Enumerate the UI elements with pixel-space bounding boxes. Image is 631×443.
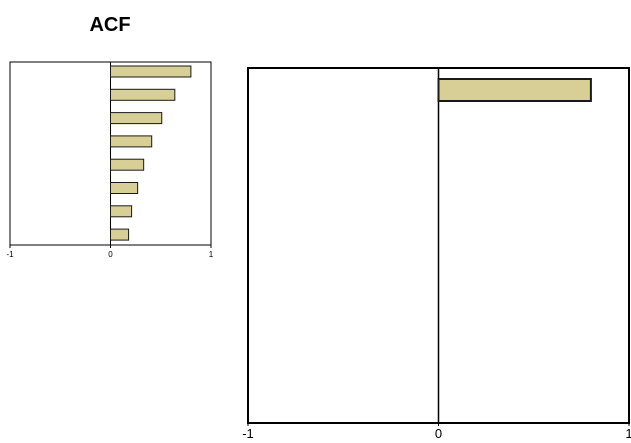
large-acf-chart: -1 0 1: [242, 67, 631, 441]
acf-bar: [110, 158, 145, 171]
x-tick-label: 1: [209, 250, 214, 259]
acf-bar: [110, 205, 133, 218]
small-acf-chart: -1 0 1: [6, 61, 214, 259]
x-tick-label: -1: [6, 250, 14, 259]
acf-bar: [437, 78, 592, 102]
acf-bar: [110, 135, 153, 148]
acf-bar: [110, 182, 139, 194]
x-tick-label: 0: [108, 250, 113, 259]
acf-bar: [110, 88, 176, 101]
x-tick-label: -1: [242, 426, 254, 441]
acf-bar: [110, 112, 163, 125]
x-tick-label: 0: [435, 426, 442, 441]
x-tick-label: 1: [625, 426, 631, 441]
chart-title: ACF: [89, 14, 131, 36]
acf-bar: [110, 228, 130, 241]
acf-bar: [110, 65, 192, 78]
